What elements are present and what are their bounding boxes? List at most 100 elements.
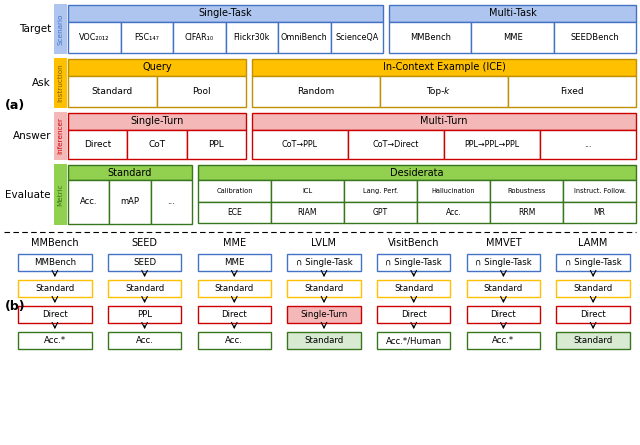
Text: Single-Turn: Single-Turn (300, 310, 348, 319)
Text: In-Context Example (ICE): In-Context Example (ICE) (383, 62, 506, 73)
Text: SEED: SEED (132, 238, 157, 248)
Text: Acc.: Acc. (80, 198, 97, 206)
Bar (198, 165, 636, 180)
Text: Metric: Metric (58, 183, 63, 206)
Bar (508, 76, 636, 107)
Text: MMBench: MMBench (31, 238, 79, 248)
Bar (252, 76, 380, 107)
Bar (490, 180, 563, 202)
Text: ...: ... (168, 198, 175, 206)
Bar (380, 76, 508, 107)
Bar (225, 22, 278, 53)
Text: ECE: ECE (227, 208, 242, 217)
Text: Answer: Answer (13, 131, 51, 141)
Text: ∩ Single-Task: ∩ Single-Task (296, 258, 353, 267)
Text: Acc.: Acc. (136, 336, 154, 345)
Text: (a): (a) (5, 99, 25, 112)
Bar (348, 130, 444, 159)
Bar (287, 254, 361, 271)
Text: Standard: Standard (573, 336, 612, 345)
Text: MR: MR (593, 208, 605, 217)
Text: ∩ Single-Task: ∩ Single-Task (385, 258, 442, 267)
Text: MMBench: MMBench (410, 33, 451, 42)
Bar (18, 332, 92, 349)
Text: Desiderata: Desiderata (390, 167, 444, 178)
Text: (b): (b) (5, 300, 26, 313)
Bar (330, 22, 383, 53)
Text: Random: Random (298, 87, 335, 96)
Text: Lang. Perf.: Lang. Perf. (363, 188, 398, 194)
Bar (108, 254, 181, 271)
Text: Hallucination: Hallucination (432, 188, 476, 194)
Bar (18, 306, 92, 323)
Text: Calibration: Calibration (216, 188, 253, 194)
Bar (198, 180, 271, 202)
Text: ICL: ICL (303, 188, 312, 194)
Text: Direct: Direct (221, 310, 247, 319)
Bar (54, 164, 67, 225)
Text: Standard: Standard (305, 336, 344, 345)
Text: OmniBench: OmniBench (281, 33, 328, 42)
Bar (556, 306, 630, 323)
Text: MME: MME (502, 33, 522, 42)
Text: SEEDBench: SEEDBench (570, 33, 620, 42)
Bar (18, 254, 92, 271)
Bar (389, 22, 471, 53)
Bar (68, 76, 157, 107)
Bar (563, 180, 636, 202)
Text: Acc.: Acc. (225, 336, 243, 345)
Text: Ask: Ask (32, 78, 51, 88)
Text: Single-Turn: Single-Turn (131, 117, 184, 126)
Bar (444, 130, 540, 159)
Bar (278, 22, 330, 53)
Bar (198, 202, 271, 223)
Text: RIAM: RIAM (298, 208, 317, 217)
Bar (173, 22, 225, 53)
Text: Multi-Task: Multi-Task (488, 8, 536, 19)
Text: ScienceQA: ScienceQA (335, 33, 378, 42)
Bar (252, 59, 636, 76)
Text: Evaluate: Evaluate (6, 190, 51, 199)
Text: VisitBench: VisitBench (388, 238, 440, 248)
Bar (377, 306, 451, 323)
Bar (198, 306, 271, 323)
Bar (417, 180, 490, 202)
Bar (68, 180, 109, 224)
Text: mAP: mAP (120, 198, 140, 206)
Text: Direct: Direct (580, 310, 606, 319)
Text: Acc.: Acc. (445, 208, 461, 217)
Text: SEED: SEED (133, 258, 156, 267)
Text: Standard: Standard (305, 284, 344, 293)
Bar (187, 130, 246, 159)
Bar (563, 202, 636, 223)
Bar (198, 280, 271, 297)
Bar (490, 202, 563, 223)
Text: Inferencer: Inferencer (58, 117, 63, 154)
Text: CoT: CoT (148, 140, 166, 149)
Bar (467, 280, 540, 297)
Bar (556, 280, 630, 297)
Text: Direct: Direct (42, 310, 68, 319)
Text: FSC₁₄₇: FSC₁₄₇ (134, 33, 159, 42)
Bar (467, 332, 540, 349)
Text: Pool: Pool (192, 87, 211, 96)
Text: Standard: Standard (394, 284, 433, 293)
Bar (554, 22, 636, 53)
Text: PPL→PPL→PPL: PPL→PPL→PPL (465, 140, 520, 149)
Bar (54, 112, 67, 160)
Text: Fixed: Fixed (560, 87, 584, 96)
Text: Flickr30k: Flickr30k (234, 33, 270, 42)
Text: Standard: Standard (214, 284, 254, 293)
Text: Direct: Direct (84, 140, 111, 149)
Bar (287, 306, 361, 323)
Text: RRM: RRM (518, 208, 535, 217)
Text: Acc.*/Human: Acc.*/Human (386, 336, 442, 345)
Text: Query: Query (142, 62, 172, 73)
Bar (471, 22, 554, 53)
Text: Direct: Direct (490, 310, 516, 319)
Bar (68, 130, 127, 159)
Text: Standard: Standard (484, 284, 523, 293)
Text: MMBench: MMBench (34, 258, 76, 267)
Text: Instruction: Instruction (58, 64, 63, 102)
Bar (54, 4, 67, 54)
